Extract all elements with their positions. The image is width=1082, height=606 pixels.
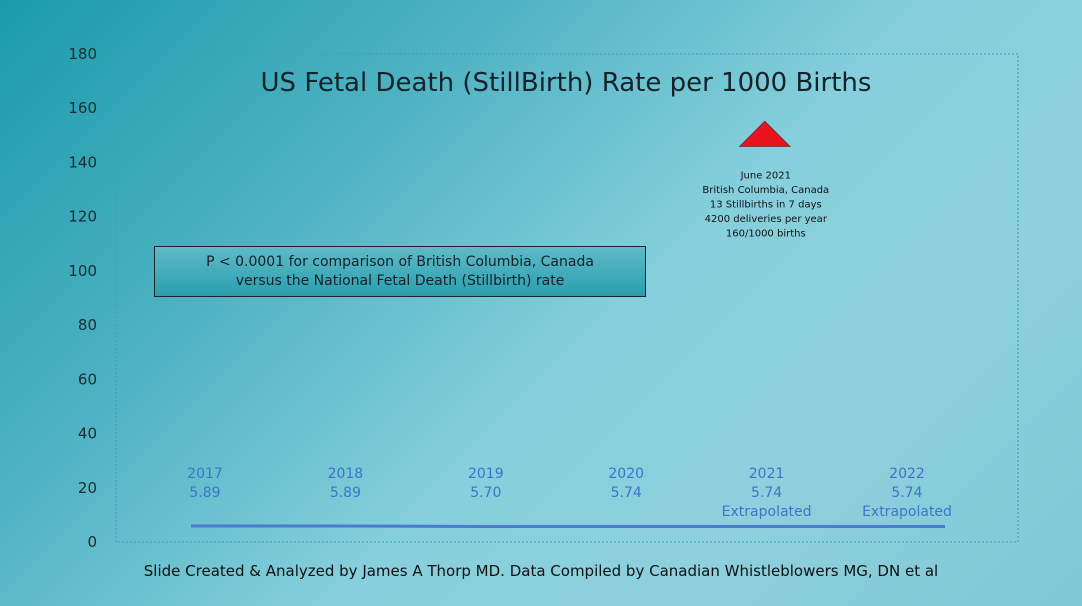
y-tick-label: 20 — [78, 479, 97, 497]
pvalue-line-1: P < 0.0001 for comparison of British Col… — [206, 254, 594, 270]
series-line — [191, 524, 945, 529]
data-label: 5.74 — [611, 485, 642, 501]
highlight-annotation: June 2021 British Columbia, Canada 13 Stil… — [702, 120, 829, 240]
y-tick-label: 160 — [68, 99, 97, 117]
data-label: 5.89 — [330, 485, 361, 501]
y-tick-label: 80 — [78, 316, 97, 334]
x-category-label: 2019 — [468, 466, 504, 482]
x-category-label: 2020 — [608, 466, 644, 482]
data-label: 5.74 — [891, 485, 922, 501]
pvalue-line-2: versus the National Fetal Death (Stillbi… — [235, 273, 565, 289]
highlight-note-line: 13 Stillbirths in 7 days — [710, 200, 822, 211]
y-tick-label: 40 — [78, 425, 97, 443]
y-axis-ticks: 0 20 40 60 80 100 120 140 160 180 — [68, 45, 97, 551]
y-tick-label: 140 — [68, 153, 97, 171]
pvalue-box: P < 0.0001 for comparison of British Col… — [154, 246, 646, 297]
x-category-label: 2018 — [328, 466, 364, 482]
chart-title: US Fetal Death (StillBirth) Rate per 100… — [261, 68, 872, 98]
highlight-note-line: June 2021 — [740, 170, 791, 181]
highlight-note-line: British Columbia, Canada — [702, 185, 829, 196]
data-marks: 2017 5.89 2018 5.89 2019 5.70 2020 5.74 2021 5.74… — [187, 466, 952, 529]
data-label: 5.74 — [751, 485, 782, 501]
y-tick-label: 60 — [78, 370, 97, 388]
footer-credit: Slide Created & Analyzed by James A Thor… — [143, 562, 939, 580]
highlight-note-line: 4200 deliveries per year — [705, 214, 828, 225]
y-tick-label: 0 — [87, 533, 97, 551]
extrapolated-note: Extrapolated — [722, 504, 812, 520]
data-label: 5.89 — [189, 485, 220, 501]
x-category-label: 2021 — [749, 466, 785, 482]
highlight-marker — [738, 120, 792, 147]
plot-area — [115, 53, 1019, 543]
data-label: 5.70 — [470, 485, 501, 501]
extrapolated-note: Extrapolated — [862, 504, 952, 520]
y-tick-label: 180 — [68, 45, 97, 63]
x-category-label: 2022 — [889, 466, 925, 482]
y-tick-label: 100 — [68, 262, 97, 280]
highlight-note-line: 160/1000 births — [726, 229, 806, 240]
y-tick-label: 120 — [68, 208, 97, 226]
x-category-label: 2017 — [187, 466, 223, 482]
